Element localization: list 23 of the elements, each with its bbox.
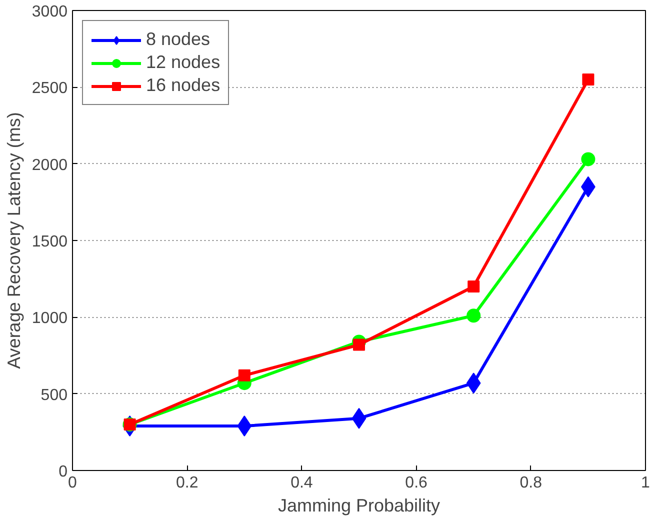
point bbox=[581, 152, 596, 166]
legend-label: 12 nodes bbox=[146, 52, 220, 73]
y-tick-label: 2000 bbox=[32, 156, 68, 174]
x-axis-title: Jamming Probability bbox=[278, 496, 440, 516]
point bbox=[468, 280, 480, 292]
y-axis-title: Average Recovery Latency (ms) bbox=[4, 112, 24, 369]
x-tick-label: 0.4 bbox=[290, 474, 313, 492]
y-tick-label: 1500 bbox=[32, 234, 68, 250]
legend-label: 8 nodes bbox=[146, 29, 210, 50]
point bbox=[238, 369, 250, 382]
y-tick-label: 3000 bbox=[32, 4, 68, 20]
y-tick-label: 2500 bbox=[32, 80, 68, 98]
point bbox=[353, 338, 365, 351]
point bbox=[582, 74, 594, 86]
point bbox=[466, 308, 481, 323]
y-tick-label: 500 bbox=[40, 386, 68, 404]
x-tick-label: 0.6 bbox=[405, 474, 428, 492]
x-tick-label: 0.2 bbox=[176, 474, 198, 492]
x-tick-label: 1 bbox=[641, 474, 650, 492]
legend-label: 16 nodes bbox=[146, 75, 220, 96]
y-tick-label: 0 bbox=[58, 464, 68, 480]
y-tick-label: 1000 bbox=[32, 310, 68, 328]
x-tick-label: 0.8 bbox=[520, 474, 542, 492]
